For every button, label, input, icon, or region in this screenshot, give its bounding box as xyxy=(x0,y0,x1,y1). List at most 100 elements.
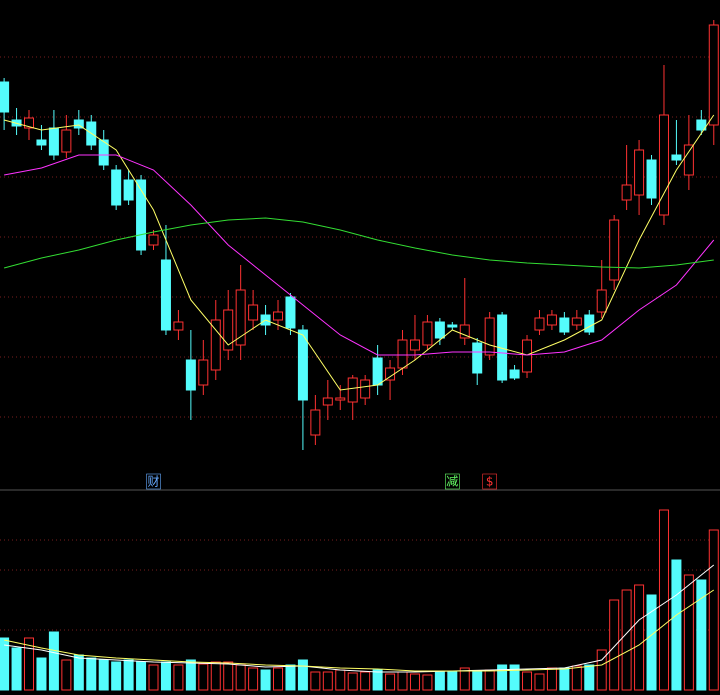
volume-bar xyxy=(98,659,109,691)
candle-body xyxy=(297,329,308,401)
candle-body xyxy=(459,324,470,339)
volume-bar xyxy=(584,664,595,691)
volume-bar xyxy=(198,663,209,691)
volume-bar xyxy=(335,669,346,691)
candle-body xyxy=(397,339,408,369)
volume-bar xyxy=(621,589,632,691)
volume-bar xyxy=(235,664,246,691)
candle-body xyxy=(210,319,221,371)
volume-bar xyxy=(696,579,707,691)
candle-body xyxy=(61,129,72,153)
volume-bar xyxy=(708,529,719,691)
candle-body xyxy=(646,159,657,199)
candle-body xyxy=(148,234,159,246)
candle-body xyxy=(48,127,59,156)
candle-body xyxy=(447,324,458,328)
candle-body xyxy=(683,144,694,176)
candle-body xyxy=(534,317,545,331)
candle-body xyxy=(36,139,47,146)
volume-bar xyxy=(559,667,570,691)
volume-bar xyxy=(148,664,159,691)
candle-body xyxy=(285,296,296,329)
candle-body xyxy=(322,397,333,406)
volume-bar xyxy=(422,674,433,691)
volume-bar xyxy=(123,659,134,691)
candle-body xyxy=(509,369,520,379)
volume-bar xyxy=(86,657,97,691)
volume-bar xyxy=(634,584,645,691)
volume-bar xyxy=(385,673,396,691)
candle-body xyxy=(422,321,433,346)
volume-bar xyxy=(522,671,533,691)
candle-body xyxy=(409,339,420,351)
candle-body xyxy=(98,139,109,166)
candle-body xyxy=(546,314,557,326)
volume-bar xyxy=(310,671,321,691)
volume-bar xyxy=(509,664,520,691)
volume-bar xyxy=(683,574,694,691)
annotation-box xyxy=(445,473,460,490)
volume-bar xyxy=(434,671,445,691)
volume-bar xyxy=(297,659,308,691)
volume-bar xyxy=(61,659,72,691)
candle-body xyxy=(273,311,284,321)
candle-body xyxy=(360,379,371,399)
annotation: $ xyxy=(486,475,494,489)
volume-bar xyxy=(48,631,59,691)
volume-bar xyxy=(36,657,47,691)
candle-body xyxy=(584,314,595,333)
volume-bar xyxy=(210,661,221,691)
volume-bar xyxy=(646,594,657,691)
candle-body xyxy=(136,179,147,251)
volume-bar xyxy=(285,664,296,691)
volume-moving-average xyxy=(4,564,715,673)
candle-body xyxy=(198,359,209,386)
candle-body xyxy=(335,397,346,401)
candle-body xyxy=(372,357,383,386)
candle-body xyxy=(522,339,533,373)
candle-body xyxy=(347,377,358,403)
candle-body xyxy=(185,359,196,391)
volume-bar xyxy=(248,667,259,691)
candle-body xyxy=(671,154,682,161)
candle-body xyxy=(310,409,321,436)
volume-bar xyxy=(484,669,495,691)
candle-body xyxy=(472,342,483,374)
candle-body xyxy=(484,317,495,356)
volume-bar xyxy=(397,671,408,691)
volume-bar xyxy=(11,647,22,691)
candle-body xyxy=(571,317,582,326)
volume-bar xyxy=(347,672,358,691)
moving-average xyxy=(4,154,715,356)
candle-body xyxy=(621,184,632,201)
candle-body xyxy=(609,219,620,281)
candle-body xyxy=(223,309,234,351)
candle-body xyxy=(160,259,171,331)
annotation: 财 xyxy=(148,475,160,489)
volume-bar xyxy=(223,661,234,691)
candle-body xyxy=(248,304,259,321)
volume-bar xyxy=(24,637,35,691)
volume-bar xyxy=(609,599,620,691)
candle-body xyxy=(634,149,645,196)
annotation-box xyxy=(482,473,497,490)
volume-bar xyxy=(0,637,10,691)
moving-average xyxy=(3,217,714,269)
annotation: 减 xyxy=(446,475,458,489)
volume-bar xyxy=(372,669,383,691)
volume-bar xyxy=(160,661,171,691)
candle-body xyxy=(111,169,122,206)
candle-body xyxy=(696,119,707,131)
volume-bar xyxy=(459,667,470,691)
volume-bar xyxy=(534,673,545,691)
volume-bar xyxy=(173,664,184,691)
candle-body xyxy=(708,24,719,126)
candle-body xyxy=(235,289,246,346)
volume-bar xyxy=(472,671,483,691)
candle-body xyxy=(658,114,669,216)
volume-bar xyxy=(185,659,196,691)
volume-bar xyxy=(409,673,420,691)
volume-bar xyxy=(360,671,371,691)
